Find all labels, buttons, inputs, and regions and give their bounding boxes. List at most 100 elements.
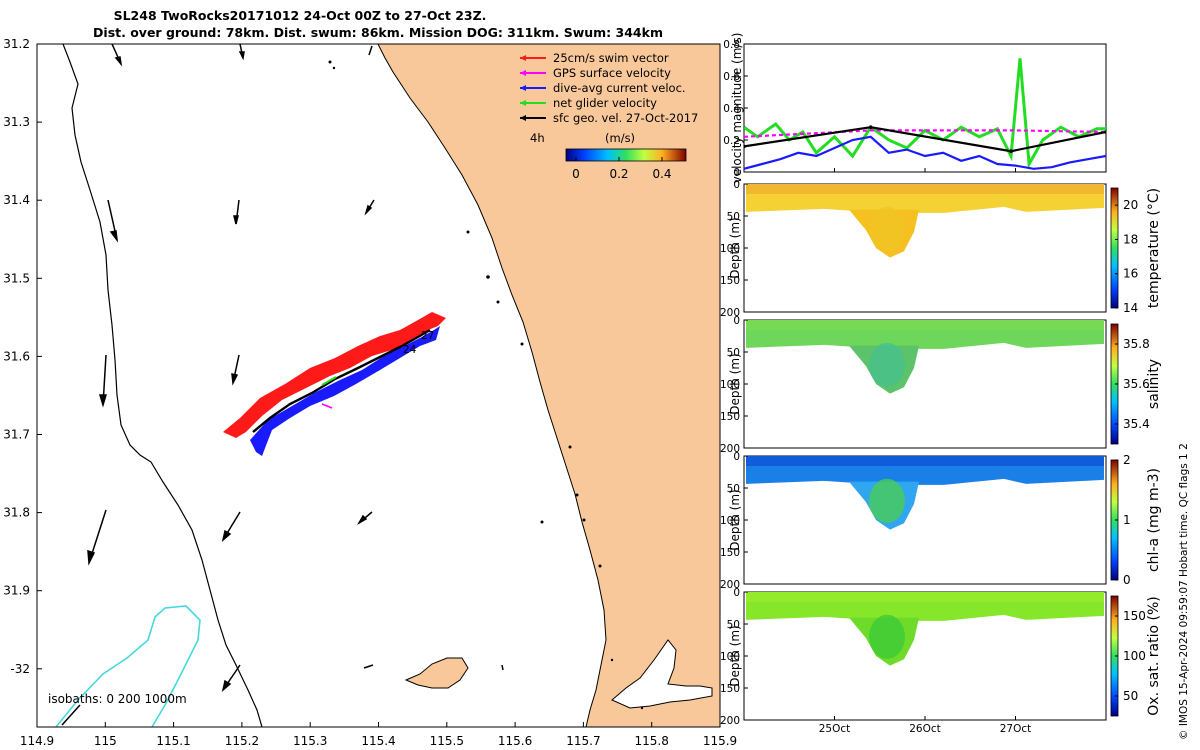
current-vectors [250,326,440,456]
colorbar-label: Ox. sat. ratio (%) [1146,596,1162,715]
colorbar-label: salinity [1146,359,1162,409]
depth-tick-label: 100 [720,379,740,391]
colorbar-tick-label: 1 [1123,513,1131,527]
geo-arrow [363,664,374,669]
lat-tick-label: 31.8 [3,506,30,520]
colorbar-tick-label: 0.4 [652,167,671,181]
colorbar-label: chl-a (mg m-3) [1146,468,1162,572]
tongue-core [869,342,905,387]
geo-arrow [501,664,504,671]
velocity-axes [743,43,1107,173]
legend-arrowhead [520,70,526,76]
lat-tick-label: -32 [10,662,30,676]
land-polygon [377,44,720,727]
depth-tick-label: 200 [720,579,740,591]
lon-ticks: 114.9 115 115.1 115.2 115.3 115.4 115.5 115.6 11… [20,722,737,748]
tongue-core [869,614,905,659]
lat-tick-label: 31.3 [3,115,30,129]
colorbar-tick-label: 100 [1123,649,1146,663]
vel-y-tick-label: 0.6 [723,71,740,83]
depth-tick-label: 100 [720,243,740,255]
legend-arrowhead [520,55,526,61]
title-line-2: Dist. over ground: 78km. Dist. swum: 86k… [93,25,663,40]
colorbar-tick-label: 150 [1123,609,1146,623]
lon-tick-label: 115.8 [635,734,669,748]
depth-tick-label: 200 [720,307,740,319]
colorbar-tick-label: 35.4 [1123,417,1150,431]
section-panel: 0 50 100 150 200 Depth (m) 14 16 18 20 temperature… [720,179,1162,319]
title-line-1: SL248 TwoRocks20171012 24-Oct 00Z to 27-… [114,8,487,23]
legend-label: GPS surface velocity [553,66,671,80]
velocity-panel: 0 0.2 0.4 0.6 0.8 velocity magnitude (m/s) [723,33,1107,184]
swim-vectors [223,312,446,438]
colorbar-tick-label: 2 [1123,453,1131,467]
date-tick-label: 27Oct [1000,723,1032,735]
series-point [868,125,873,129]
estuary [611,639,713,709]
section-panel: 0 50 100 150 200 Depth (m) 35.4 35.6 35.8 salinit… [720,315,1162,455]
footer-credit: © IMOS 15-Apr-2024 09:59:07 Hobart time.… [1178,443,1190,740]
depth-tick-label: 150 [720,275,740,287]
velocity-lines [744,58,1106,170]
lon-tick-label: 115.2 [225,734,259,748]
depth-tick-label: 100 [720,651,740,663]
lat-tick-label: 31.4 [3,193,30,207]
lon-tick-label: 115.1 [156,734,190,748]
series-line-gps-surface-velocity [744,129,1106,138]
depth-tick-label: 0 [733,451,740,463]
lon-tick-label: 115.4 [361,734,395,748]
map-panel: 27 24 114.9 115 115.1 115.2 115.3 115.4 115.5 1… [3,37,737,748]
vel-y-tick-label: 0 [733,167,740,179]
lon-tick-label: 115 [94,734,117,748]
colorbar-tick-label: 0.2 [609,167,628,181]
lat-tick-label: 31.6 [3,349,30,363]
date-tick-label: 26Oct [909,723,941,735]
depth-ylabel: Depth (m) [728,489,742,550]
glider-track: 27 24 [223,312,446,456]
vel-y-tick-label: 0.2 [723,135,740,147]
lon-tick-label: 115.3 [293,734,327,748]
lat-ticks: 31.2 31.3 31.4 31.5 31.6 31.7 31.8 31.9 -32 [3,37,42,676]
track-start-label: 24 [403,344,417,356]
series-point [1104,130,1106,134]
colorbar-tick-label: 0 [572,167,580,181]
depth-tick-label: 50 [727,483,740,495]
lon-tick-label: 114.9 [20,734,54,748]
velocity-y-ticks: 0 0.2 0.4 0.6 0.8 [723,39,1016,179]
legend-arrowhead [520,85,526,91]
isobath-1000m [62,44,263,727]
series-point [1009,149,1013,153]
colorbar-tick-label: 16 [1123,267,1138,281]
series-line-dive-avg-current [744,135,1106,170]
lon-tick-label: 115.5 [430,734,464,748]
legend-arrowhead [520,115,526,121]
depth-tick-label: 200 [720,443,740,455]
net-velocity-marks [321,376,337,386]
series-line-sfc-geo-velocity [744,126,1106,153]
vel-y-tick-label: 0.4 [723,103,740,115]
geo-arrow [368,45,373,56]
legend-arrowhead [520,100,526,106]
lon-tick-label: 115.9 [703,734,737,748]
depth-tick-label: 50 [727,619,740,631]
tongue-core [869,478,905,523]
surface-skin [746,456,1104,466]
section-colorbar [1110,187,1119,309]
colorbar-tick-label: 20 [1123,198,1138,212]
legend-label: sfc geo. vel. 27-Oct-2017 [553,111,698,125]
geo-arrow [61,704,81,726]
velocity-ylabel: velocity magnitude (m/s) [730,33,744,184]
lon-tick-label: 115.7 [566,734,600,748]
colorbar-tick-label: 35.6 [1123,377,1150,391]
track-end-label: 27 [421,330,434,342]
geostrophic-arrows [61,44,504,726]
section-panel: 0 50 100 150 200 Depth (m) 0 1 2 chl-a (mg m-3) [720,451,1162,591]
tongue-core [869,206,905,251]
colorbar-tick-label: 0 [1123,573,1131,587]
gps-arrow [321,403,333,409]
isobath-200m [55,605,201,727]
depth-tick-label: 0 [733,315,740,327]
lat-tick-label: 31.5 [3,271,30,285]
